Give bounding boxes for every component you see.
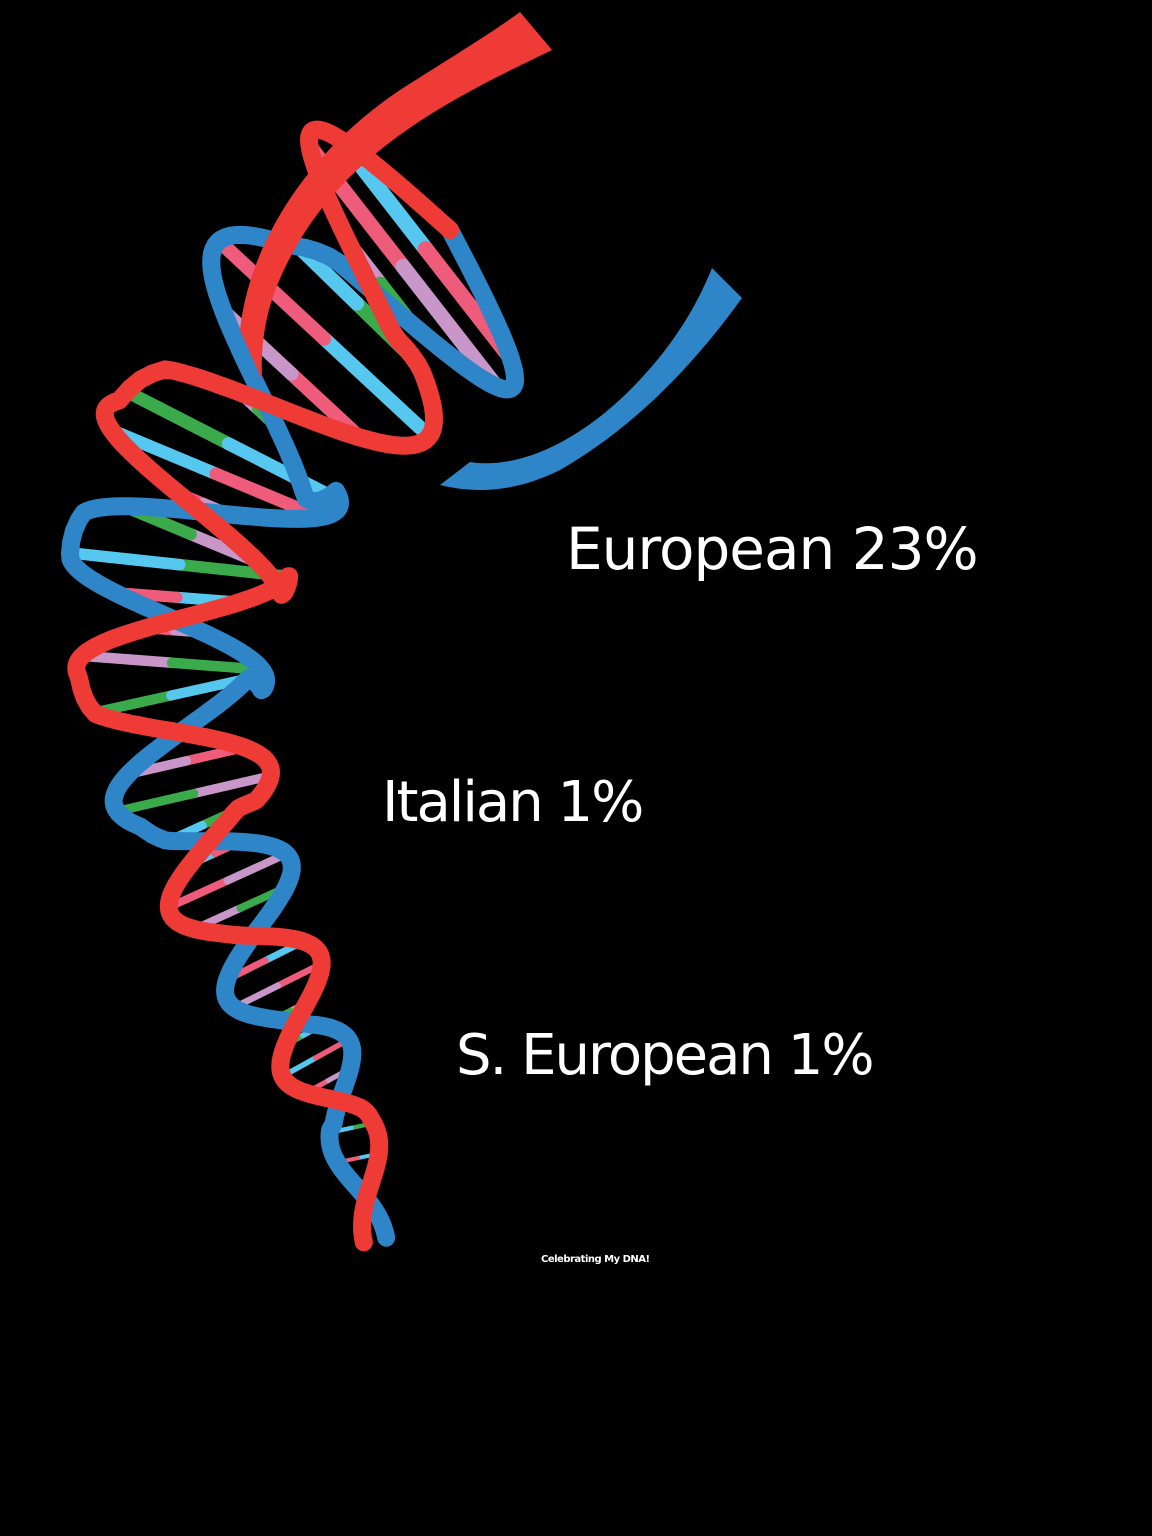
european-percentage-label: European 23%	[566, 515, 979, 583]
s-european-percentage-label: S. European 1%	[456, 1023, 875, 1088]
footer-caption: Celebrating My DNA!	[541, 1254, 650, 1265]
dna-strands	[61, 12, 742, 1252]
italian-percentage-label: Italian 1%	[382, 770, 644, 835]
